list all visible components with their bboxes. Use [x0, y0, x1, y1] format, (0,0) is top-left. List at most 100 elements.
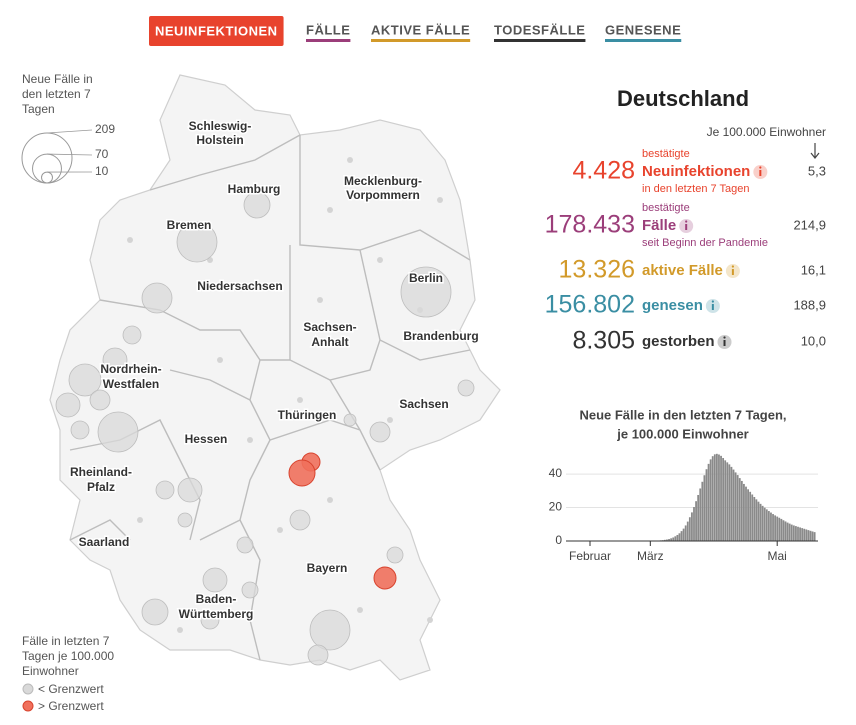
- tab-label[interactable]: TODESFÄLLE: [494, 22, 585, 37]
- bar: [676, 534, 679, 541]
- bar: [693, 507, 695, 541]
- stat-value: 156.802: [545, 291, 635, 319]
- bar: [753, 496, 756, 541]
- bar: [672, 537, 675, 541]
- bar: [728, 464, 731, 541]
- info-icon[interactable]: [725, 264, 740, 278]
- state-label: Schleswig-: [189, 119, 252, 133]
- info-icon-dot[interactable]: [759, 166, 762, 169]
- tab[interactable]: AKTIVE FÄLLE: [371, 22, 471, 42]
- bar: [790, 524, 793, 541]
- bar: [778, 517, 781, 541]
- bar: [720, 455, 722, 541]
- stat-prefix: bestätigte: [642, 148, 690, 160]
- bar: [811, 531, 814, 541]
- legend-item: > Grenzwert: [38, 699, 104, 713]
- state-label: Württemberg: [179, 607, 254, 621]
- tab-underline[interactable]: [494, 39, 586, 42]
- chart-title: je 100.000 Einwohner: [616, 426, 749, 441]
- info-icon-stem[interactable]: [759, 170, 762, 176]
- tab-underline[interactable]: [371, 39, 471, 42]
- state-label: Pfalz: [87, 480, 115, 494]
- stat-row: 13.326 aktive Fälle 16,1: [559, 256, 826, 284]
- stat-value: 178.433: [545, 211, 635, 239]
- bar: [734, 472, 737, 541]
- bar: [801, 528, 804, 541]
- info-icon-dot[interactable]: [685, 220, 688, 223]
- bar: [776, 516, 779, 541]
- info-icon-dot[interactable]: [711, 300, 714, 303]
- info-icon-stem[interactable]: [711, 304, 714, 310]
- state-label: Nordrhein-: [100, 362, 161, 376]
- state-label: Baden-: [196, 592, 237, 606]
- y-tick-label: 0: [555, 533, 562, 547]
- info-icon-stem[interactable]: [685, 224, 688, 230]
- legend-item: < Grenzwert: [38, 682, 104, 696]
- bar: [666, 539, 668, 541]
- tab-label[interactable]: GENESENE: [605, 22, 681, 37]
- info-icon[interactable]: [717, 335, 732, 349]
- bar: [678, 533, 681, 541]
- bar: [809, 530, 812, 541]
- state-label: Bayern: [307, 561, 348, 575]
- legend-title: Fälle in letzten 7: [22, 634, 110, 648]
- bar: [807, 530, 810, 541]
- tab[interactable]: NEUINFEKTIONEN: [149, 16, 284, 46]
- bar: [765, 509, 768, 541]
- bar: [770, 512, 772, 541]
- bar: [738, 478, 741, 541]
- stat-value: 13.326: [559, 256, 635, 284]
- tab-label[interactable]: NEUINFEKTIONEN: [155, 23, 278, 38]
- bar: [697, 494, 700, 541]
- stat-value: 4.428: [572, 157, 635, 185]
- info-icon-stem[interactable]: [723, 340, 726, 346]
- state-label: Vorpommern: [346, 188, 420, 202]
- info-icon-stem[interactable]: [731, 269, 734, 275]
- stat-row: 4.428 Neuinfektionen bestätigte in den letz…: [572, 148, 826, 195]
- tab-underline[interactable]: [306, 39, 351, 42]
- stat-suffix: in den letzten 7 Tagen: [642, 183, 749, 195]
- tab[interactable]: FÄLLE: [306, 22, 351, 42]
- bar: [713, 454, 716, 541]
- size-legend-label: 10: [95, 164, 109, 178]
- tab-label[interactable]: AKTIVE FÄLLE: [371, 22, 470, 37]
- bar: [799, 527, 801, 541]
- bar: [686, 521, 689, 541]
- legend-title: Tagen je 100.000: [22, 649, 114, 663]
- stat-per-capita: 16,1: [801, 262, 826, 277]
- bar: [711, 456, 714, 541]
- stats-table: 4.428 Neuinfektionen bestätigte in den letz…: [545, 148, 826, 355]
- region-title: Deutschland: [617, 86, 749, 111]
- tab-underline[interactable]: [605, 39, 682, 42]
- info-icon-dot[interactable]: [723, 336, 726, 339]
- stat-label: gestorben: [642, 333, 715, 350]
- bar: [759, 503, 762, 541]
- bar: [767, 511, 770, 541]
- stat-label: Neuinfektionen: [642, 163, 750, 180]
- down-arrow: [810, 143, 820, 159]
- info-icon[interactable]: [753, 165, 768, 179]
- stat-row: 178.433 Fälle bestätigte seit Beginn der Pa…: [545, 202, 826, 249]
- info-icon[interactable]: [679, 219, 694, 233]
- tab-bar[interactable]: NEUINFEKTIONEN FÄLLE AKTIVE FÄLLE TODESFÄLL…: [149, 16, 682, 46]
- bar: [772, 514, 774, 541]
- bar: [705, 469, 708, 541]
- bar: [682, 528, 685, 541]
- bar: [715, 453, 718, 541]
- bar: [740, 480, 743, 541]
- bar: [797, 526, 799, 541]
- bar: [707, 463, 710, 541]
- tab[interactable]: TODESFÄLLE: [494, 22, 586, 42]
- case-bubbles: [55, 191, 475, 666]
- bar: [709, 459, 712, 541]
- tab[interactable]: GENESENE: [605, 22, 682, 42]
- tab-background[interactable]: [149, 16, 284, 46]
- tab-label[interactable]: FÄLLE: [306, 22, 350, 37]
- bar: [805, 529, 808, 541]
- stat-per-capita: 214,9: [793, 217, 826, 232]
- info-icon[interactable]: [705, 299, 720, 313]
- info-icon-dot[interactable]: [731, 265, 734, 268]
- size-legend: 209 70 10: [21, 122, 115, 184]
- state-label: Mecklenburg-: [344, 174, 422, 188]
